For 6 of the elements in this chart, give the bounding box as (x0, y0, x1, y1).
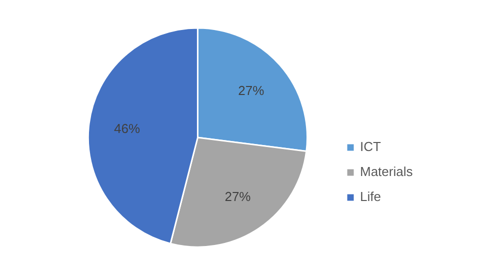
legend-label: ICT (360, 139, 381, 154)
legend-label: Life (360, 189, 381, 204)
data-label: 27% (224, 188, 252, 204)
data-label: 27% (238, 82, 265, 98)
data-label: 46% (114, 121, 140, 136)
legend-label: Materials (360, 164, 413, 179)
